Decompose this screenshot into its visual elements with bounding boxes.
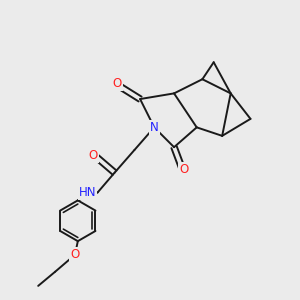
Text: N: N xyxy=(150,121,159,134)
Text: O: O xyxy=(70,248,80,261)
Text: HN: HN xyxy=(79,186,96,199)
Text: O: O xyxy=(89,149,98,162)
Text: O: O xyxy=(179,163,189,176)
Text: O: O xyxy=(113,77,122,90)
